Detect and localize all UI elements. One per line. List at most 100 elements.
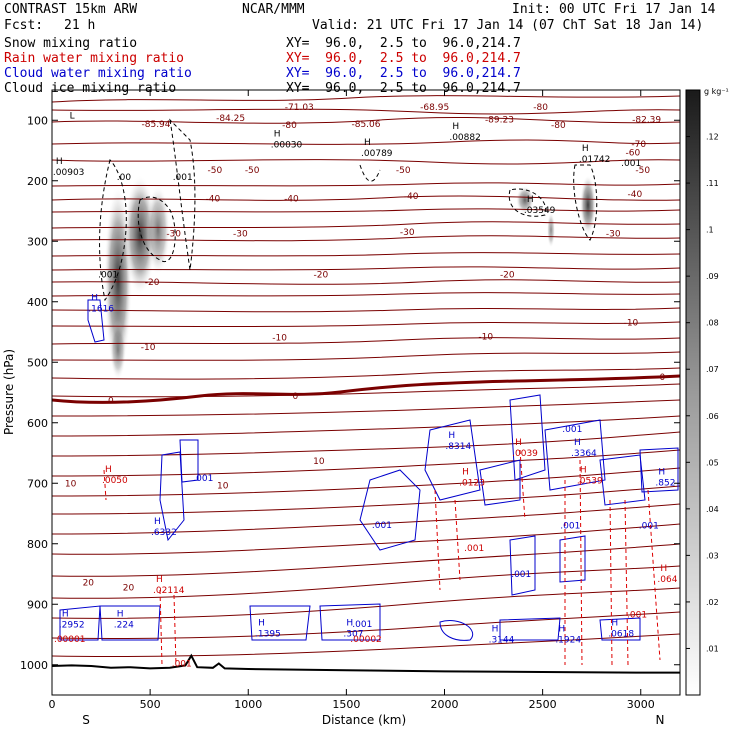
high-marker: H	[91, 294, 98, 304]
field-name-cloud-water: Cloud water mixing ratio	[4, 66, 192, 81]
high-marker-value: .307	[343, 630, 363, 640]
rain-contour	[159, 589, 163, 666]
contour-label: .00001	[54, 635, 86, 645]
high-marker-value: .224	[114, 620, 134, 630]
snow-plume	[547, 212, 555, 248]
high-marker: H	[658, 467, 665, 477]
high-marker: H	[611, 619, 618, 629]
isotherm-line	[52, 116, 680, 124]
cloud-ice-contours	[99, 118, 598, 302]
isotherm-line	[52, 351, 680, 361]
isotherm-line	[52, 221, 680, 229]
temperature-label: -10	[141, 343, 156, 353]
contour-label: .001	[352, 620, 372, 630]
temperature-label: -85.94	[142, 120, 171, 130]
snow-plume	[124, 175, 156, 295]
isotherm-line	[52, 139, 680, 145]
cloud-water-contour	[99, 605, 161, 641]
cloud-water-contour	[559, 535, 586, 583]
high-marker: H	[105, 465, 112, 475]
isotherm-line	[52, 431, 680, 457]
temperature-label: -50	[635, 166, 650, 176]
y-tick-label: 1000	[20, 659, 48, 672]
x-tick-label: 0	[49, 698, 56, 711]
temperature-label: -40	[628, 190, 643, 200]
colorbar-tick-label: .07	[706, 365, 719, 374]
snow-plume	[146, 185, 170, 275]
contour-label: .00	[117, 173, 132, 183]
cloud-water-contour	[359, 469, 421, 551]
high-marker: H	[527, 195, 534, 205]
south-label: S	[82, 713, 90, 727]
y-tick-label: 700	[27, 477, 48, 490]
field-xy-rain: XY= 96.0, 2.5 to 96.0,214.7	[286, 51, 521, 66]
temperature-label: -40	[404, 192, 419, 202]
temperature-label: -30	[233, 229, 248, 239]
colorbar-unit: g kg⁻¹	[704, 87, 729, 96]
high-marker-value: .03549	[524, 206, 556, 216]
x-tick-label: 2000	[431, 698, 459, 711]
temperature-label: -30	[166, 229, 181, 239]
x-tick-label: 2500	[529, 698, 557, 711]
temperature-label: -20	[314, 271, 329, 281]
cloud-water-contour	[639, 447, 679, 493]
high-marker-value: .01742	[579, 155, 611, 165]
isotherm-line	[52, 252, 680, 257]
temperature-label: -80	[551, 121, 566, 131]
contour-label: .001	[193, 474, 213, 484]
y-tick-label: 800	[27, 538, 48, 551]
high-marker: H	[660, 564, 667, 574]
isotherm-line	[52, 399, 680, 417]
colorbar-tick-label: .02	[706, 598, 719, 607]
temperature-label: -70	[631, 140, 646, 150]
y-tick-label: 100	[27, 114, 48, 127]
init-time: Init: 00 UTC Fri 17 Jan 14	[512, 2, 716, 17]
cloud-water-contour	[59, 605, 101, 641]
cloud-water-contour	[599, 617, 641, 641]
plot-frame	[51, 89, 681, 696]
isotherm-line	[52, 266, 680, 271]
high-marker: H	[346, 619, 353, 629]
rain-contour	[103, 469, 107, 501]
high-marker: H	[492, 625, 499, 635]
high-marker: H	[574, 438, 581, 448]
cloud-water-contour	[159, 451, 185, 542]
contour-label: .001	[172, 660, 192, 670]
cloud-water-contour	[509, 535, 536, 596]
rain-contours	[103, 449, 661, 666]
high-marker-value: .3364	[571, 449, 597, 459]
isotherm-line	[52, 292, 680, 297]
high-marker: H	[364, 138, 371, 148]
contour-label: .001	[173, 173, 193, 183]
contour-label: .001	[639, 522, 659, 532]
temperature-label: -80	[282, 121, 297, 131]
contour-label: .001	[560, 522, 580, 532]
y-tick-label: 900	[27, 598, 48, 611]
field-xy-cloud-water: XY= 96.0, 2.5 to 96.0,214.7	[286, 66, 521, 81]
colorbar-tick-label: .11	[706, 179, 719, 188]
high-marker-value: .0539	[577, 476, 603, 486]
temperature-label: -89.23	[485, 116, 514, 126]
colorbar-tick-label: .01	[706, 644, 719, 653]
temperature-label: 0	[292, 392, 298, 402]
x-tick-label: 1000	[234, 698, 262, 711]
high-marker-value: .1616	[88, 305, 114, 315]
contour-label: .001	[627, 611, 647, 621]
high-marker: H	[156, 575, 163, 585]
rain-contour	[454, 499, 461, 581]
colorbar-tick-label: .12	[706, 133, 719, 142]
high-marker: H	[258, 619, 265, 629]
high-marker-value: .0039	[512, 449, 538, 459]
cloud-water-contour	[249, 605, 311, 641]
isotherm-line	[52, 503, 680, 535]
isotherm-line	[52, 565, 680, 599]
isotherm-line	[52, 367, 680, 380]
high-marker: H	[515, 438, 522, 448]
isotherm-line	[52, 321, 680, 327]
colorbar-tick-label: .09	[706, 272, 719, 281]
y-tick-label: 500	[27, 356, 48, 369]
isotherm-line	[52, 95, 680, 103]
high-marker-value: .00903	[53, 168, 85, 178]
temperature-label: -50	[396, 166, 411, 176]
temperature-label: 20	[123, 583, 135, 593]
